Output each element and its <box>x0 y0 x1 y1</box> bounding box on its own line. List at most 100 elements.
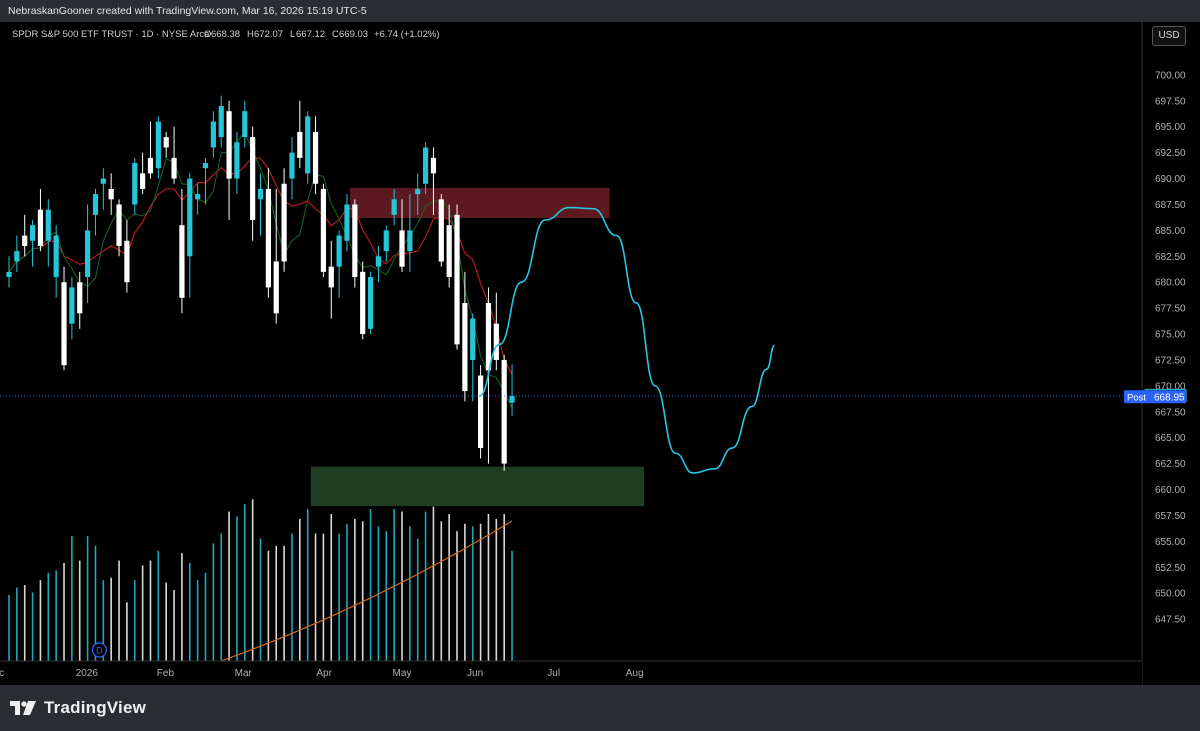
candle-body <box>85 230 91 278</box>
volume-bar <box>456 531 458 661</box>
volume-bar <box>181 553 183 661</box>
volume-bar <box>283 545 285 661</box>
volume-bar <box>102 580 105 661</box>
attribution-text: NebraskanGooner created with TradingView… <box>8 5 367 17</box>
y-tick-label: 660.00 <box>1155 485 1186 496</box>
candle-body <box>132 163 138 205</box>
y-tick-label: 672.50 <box>1155 355 1186 366</box>
volume-bar <box>55 570 57 661</box>
price-axis[interactable]: 700.00 697.50 695.00 692.50 690.00 687.50 685.… <box>1124 22 1200 685</box>
volume-bar <box>487 514 490 661</box>
post-price-tag <box>1124 390 1186 404</box>
price-chart[interactable]: D 700.00 697.50 695.00 692.50 690.00 687.50 68… <box>0 22 1200 685</box>
y-tick-label: 662.50 <box>1155 459 1186 470</box>
volume-bar <box>23 585 26 661</box>
candle-body <box>360 271 366 335</box>
candle-body <box>234 142 240 179</box>
volume-bar <box>267 550 270 661</box>
candle-body <box>257 188 264 200</box>
candle-body <box>305 116 311 174</box>
y-tick-label: 697.50 <box>1155 96 1186 107</box>
candle-body <box>250 137 256 221</box>
time-axis[interactable]: ec 2026 Feb Mar Apr May Jun Jul Aug <box>0 660 1142 685</box>
candle-body <box>407 230 413 252</box>
candle-body <box>6 271 12 278</box>
brand-name: TradingView <box>44 698 147 717</box>
volume-bar <box>432 506 435 661</box>
candle-body <box>415 188 421 195</box>
resistance-zone <box>350 187 610 218</box>
volume-bar <box>110 577 112 661</box>
chart-pane[interactable]: D 700.00 697.50 695.00 692.50 690.00 687.50 68… <box>0 22 1200 685</box>
volume-bar <box>212 543 215 661</box>
volume-bar <box>306 509 309 661</box>
legend-close-label: C <box>332 29 339 40</box>
candle-body <box>61 282 67 366</box>
candle-body <box>367 277 374 329</box>
volume-bar <box>86 536 89 661</box>
candle-body <box>187 178 193 257</box>
time-axis-bg <box>0 661 1142 685</box>
volume-layer <box>8 499 513 662</box>
candle-body <box>501 359 507 464</box>
candle-body <box>116 204 122 246</box>
candle-body <box>312 131 319 184</box>
volume-bar <box>448 514 450 661</box>
y-tick-label: 652.50 <box>1155 563 1186 574</box>
candle-body <box>29 225 36 241</box>
candle-body <box>430 157 437 174</box>
candle-body <box>53 235 59 278</box>
candle-body <box>454 214 460 345</box>
legend-open-value: 668.38 <box>211 29 240 40</box>
post-price-label: Post <box>1127 392 1146 403</box>
candles-layer <box>0 95 1142 471</box>
candle-body <box>92 194 99 215</box>
candle-body <box>108 188 114 200</box>
x-tick-label: Feb <box>157 668 175 679</box>
volume-bar <box>385 531 388 661</box>
dividend-marker-label: D <box>96 646 103 656</box>
candle-body <box>422 147 429 184</box>
volume-bar <box>424 511 427 661</box>
volume-bar <box>330 514 333 661</box>
projection-layer: D <box>91 206 776 658</box>
volume-bar <box>361 521 364 661</box>
volume-bar <box>299 518 301 661</box>
candle-body <box>383 230 389 252</box>
x-tick-label: Jul <box>547 668 560 679</box>
volume-bar <box>133 580 136 661</box>
volume-bar <box>173 589 175 661</box>
y-tick-label: 657.50 <box>1155 511 1186 522</box>
legend-low-label: L <box>290 29 295 40</box>
dividend-marker <box>91 642 107 658</box>
y-tick-label: 685.00 <box>1155 226 1186 237</box>
candle-body <box>147 157 154 174</box>
post-price-value: 668.95 <box>1154 392 1185 403</box>
candle-body <box>100 178 106 184</box>
candle-body <box>281 183 287 262</box>
candle-body <box>195 194 201 200</box>
volume-bar <box>346 523 348 661</box>
candle-body <box>155 121 161 169</box>
legend-high-value: 672.07 <box>254 29 283 40</box>
volume-bar <box>291 533 293 661</box>
tradingview-logo[interactable]: TradingView <box>10 698 146 718</box>
volume-bar <box>16 587 18 661</box>
candle-body <box>493 323 499 360</box>
y-tick-label: 687.50 <box>1155 200 1186 211</box>
y-tick-label: 655.00 <box>1155 537 1186 548</box>
moving-averages-layer <box>8 130 513 408</box>
y-tick-label: 650.00 <box>1155 589 1186 600</box>
candle-body <box>140 173 146 189</box>
candle-body <box>375 256 382 267</box>
volume-bar <box>495 518 498 661</box>
candle-body <box>273 261 279 314</box>
y-tick-label: 677.50 <box>1155 304 1186 315</box>
currency-button[interactable]: USD <box>1152 26 1186 46</box>
legend-open-label: O <box>204 29 211 40</box>
legend-change: +6.74 (+1.02%) <box>374 29 440 40</box>
volume-bar <box>251 499 254 661</box>
candle-body <box>218 106 224 138</box>
candle-body <box>45 209 51 241</box>
candle-body <box>478 375 484 449</box>
